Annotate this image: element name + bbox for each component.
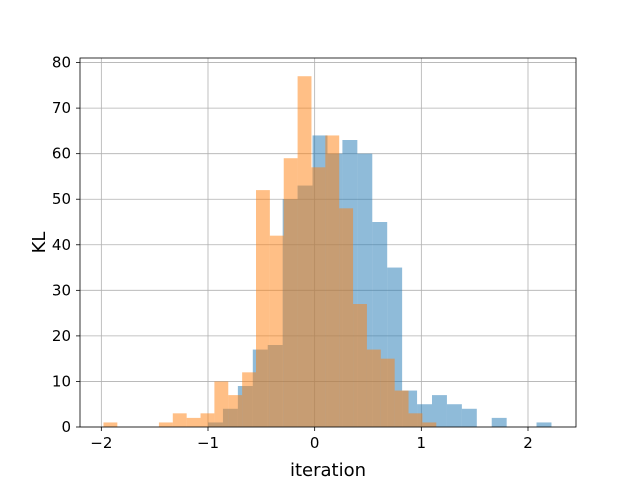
histogram-bar — [200, 413, 215, 427]
histogram-bar — [461, 408, 477, 427]
y-axis-label: KL — [29, 232, 50, 254]
histogram-bar — [394, 390, 409, 427]
histogram-bar — [408, 413, 423, 427]
x-axis-label: iteration — [290, 460, 366, 480]
histogram-bar — [103, 422, 118, 427]
y-tick-label: 0 — [61, 418, 71, 436]
histogram-bars — [103, 76, 552, 428]
y-tick-label: 10 — [52, 372, 71, 390]
plot-area-frame — [79, 57, 577, 428]
histogram-bar — [422, 422, 437, 427]
histogram-bar — [158, 422, 173, 427]
x-tick-label: 2 — [523, 434, 533, 452]
x-tick-label: −2 — [90, 434, 112, 452]
histogram-bar — [366, 349, 381, 427]
histogram-bar — [297, 76, 312, 427]
histogram-bar — [214, 381, 229, 427]
histogram-bar — [186, 417, 201, 427]
histogram-bar — [283, 158, 298, 427]
x-tick-label: −1 — [197, 434, 219, 452]
histogram-bar — [380, 358, 395, 427]
x-tick-label: 0 — [310, 434, 320, 452]
histogram-bar — [432, 395, 447, 427]
histogram-bar — [536, 422, 552, 427]
x-tick-label: 1 — [417, 434, 427, 452]
histogram-bar — [256, 190, 270, 427]
histogram-bar — [242, 372, 256, 427]
y-tick-label: 50 — [52, 190, 71, 208]
y-tick-label: 20 — [52, 327, 71, 345]
histogram-bar — [491, 417, 507, 427]
histogram-bar — [228, 395, 243, 427]
x-axis-ticks: −2 −1 0 1 2 — [90, 427, 533, 452]
histogram-bar — [325, 135, 340, 427]
y-tick-label: 40 — [52, 236, 71, 254]
histogram-bar — [311, 167, 326, 428]
y-tick-label: 70 — [52, 99, 71, 117]
histogram-bar — [339, 208, 354, 427]
histogram-series-2 — [103, 76, 437, 428]
y-tick-label: 80 — [52, 54, 71, 72]
y-axis-ticks: 0 10 20 30 40 50 60 70 80 — [52, 54, 80, 436]
y-tick-label: 30 — [52, 281, 71, 299]
histogram-bar — [172, 413, 187, 427]
histogram-bar — [269, 235, 284, 427]
histogram-bar — [353, 304, 367, 427]
histogram-bar — [446, 404, 462, 427]
y-tick-label: 60 — [52, 145, 71, 163]
